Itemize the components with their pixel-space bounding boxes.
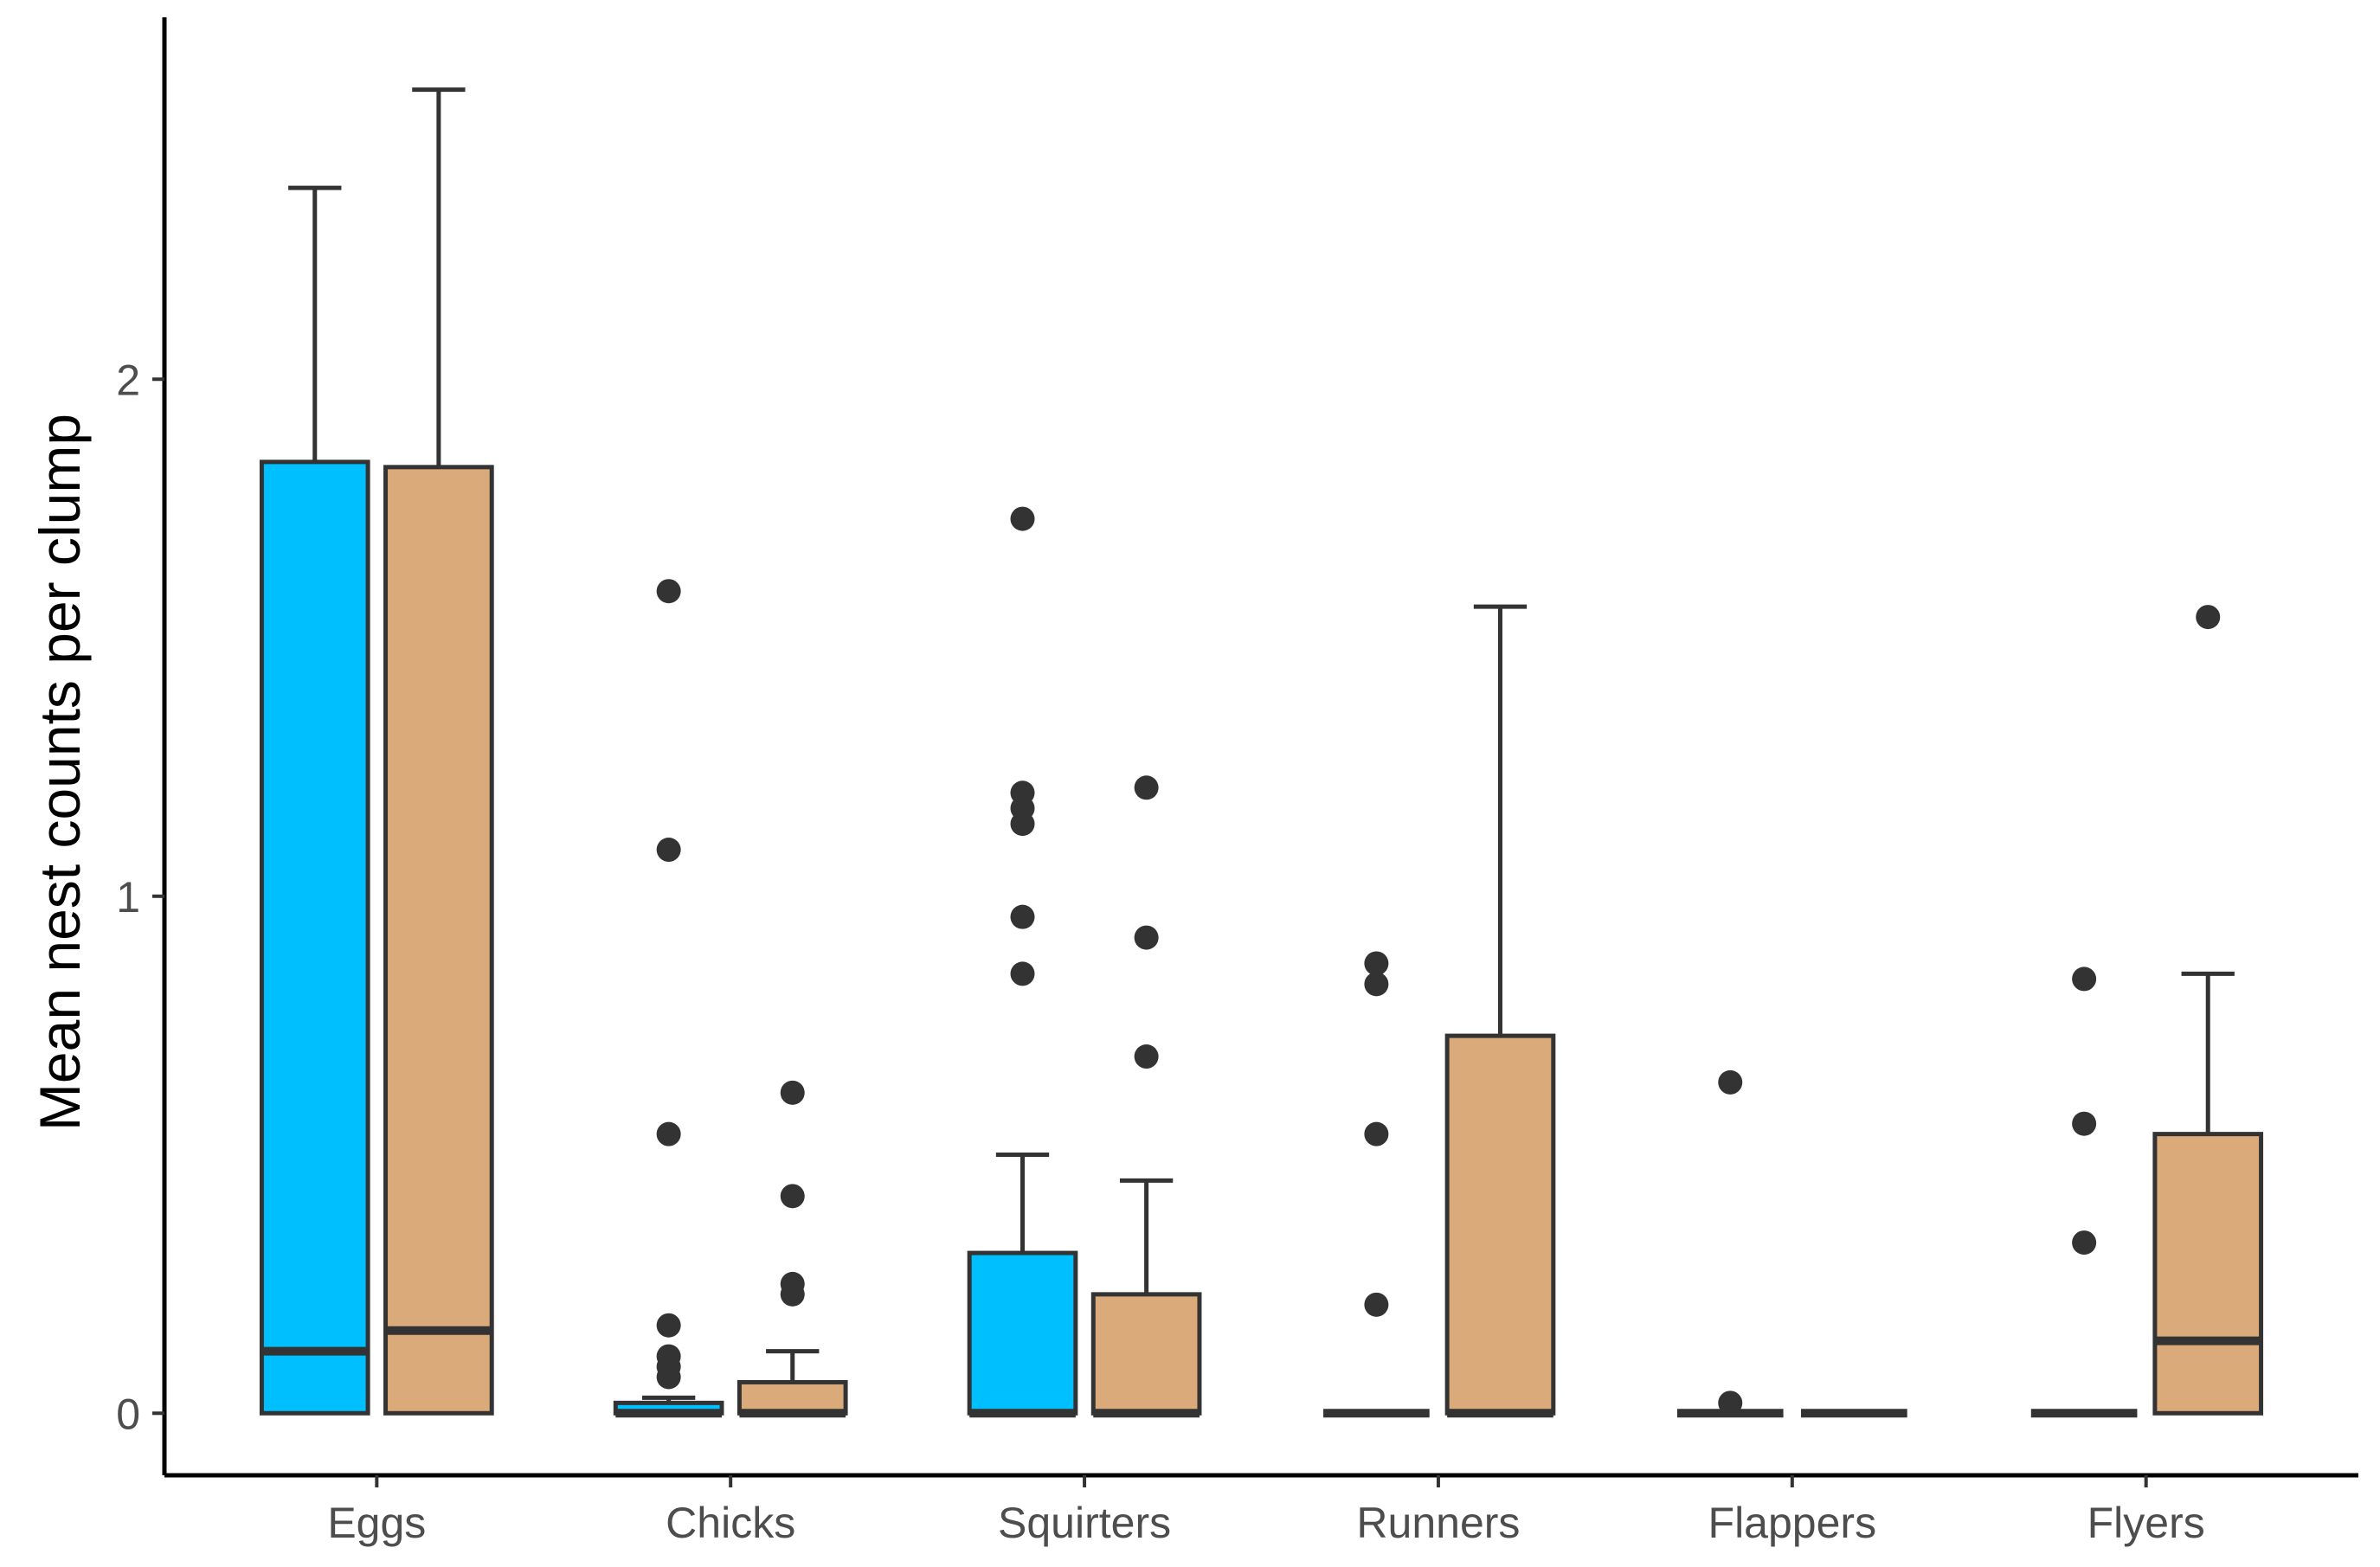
box-runners-group-2: [1444, 604, 1556, 1418]
outlier-point: [1364, 1292, 1389, 1317]
box-flyers-group-1: [2030, 967, 2138, 1418]
box-eggs-group-1: [259, 185, 370, 1416]
outlier-point: [656, 579, 681, 604]
outlier-point: [1364, 951, 1389, 976]
outlier-point: [656, 1121, 681, 1146]
box-body: [1444, 1033, 1556, 1416]
box-body: [259, 459, 370, 1416]
outlier-point: [2072, 1111, 2097, 1136]
outlier-point: [2196, 605, 2221, 630]
box-body: [2152, 1132, 2264, 1416]
outlier-point: [656, 1344, 681, 1369]
box-flyers-group-2: [2152, 605, 2264, 1416]
outlier-point: [780, 1271, 805, 1296]
outlier-point: [780, 1080, 805, 1105]
y-tick-label: 2: [116, 356, 140, 404]
y-tick-label: 1: [116, 873, 140, 922]
box-flappers-group-1: [1676, 1069, 1784, 1418]
x-tick-label: Flyers: [2087, 1499, 2205, 1547]
outlier-point: [1010, 961, 1035, 986]
plot-area: [259, 87, 2264, 1418]
box-chicks-group-1: [613, 579, 724, 1418]
outlier-point: [2072, 1230, 2097, 1256]
x-tick-label: Flappers: [1708, 1499, 1877, 1547]
box-body: [1090, 1292, 1202, 1416]
outlier-point: [1010, 780, 1035, 806]
outlier-point: [1134, 925, 1159, 950]
y-axis: 0 1 2: [116, 17, 167, 1475]
x-tick-label: Chicks: [666, 1499, 795, 1547]
outlier-point: [656, 838, 681, 863]
outlier-point: [2072, 967, 2097, 992]
outlier-point: [780, 1184, 805, 1209]
box-runners-group-1: [1323, 951, 1430, 1418]
outlier-point: [1364, 972, 1389, 997]
box-body: [383, 465, 494, 1416]
outlier-point: [1010, 506, 1035, 531]
outlier-point: [1718, 1390, 1743, 1416]
outlier-point: [1010, 904, 1035, 929]
x-tick-label: Squirters: [998, 1499, 1171, 1547]
box-squirters-group-1: [967, 506, 1078, 1418]
outlier-point: [1364, 1121, 1389, 1146]
box-squirters-group-2: [1090, 775, 1202, 1418]
outlier-point: [1134, 775, 1159, 800]
box-eggs-group-2: [383, 87, 494, 1416]
x-axis: Eggs Chicks Squirters Runners Flappers Flyers: [164, 1473, 2358, 1547]
y-axis-title: Mean nest counts per clump: [28, 414, 92, 1131]
outlier-point: [1134, 1044, 1159, 1069]
outlier-point: [656, 1313, 681, 1338]
y-tick-label: 0: [116, 1390, 140, 1438]
box-chicks-group-2: [737, 1080, 848, 1418]
x-tick-label: Runners: [1356, 1499, 1520, 1547]
outlier-point: [1718, 1069, 1743, 1095]
box-body: [967, 1250, 1078, 1416]
x-tick-label: Eggs: [327, 1499, 426, 1547]
box-body: [737, 1379, 848, 1416]
